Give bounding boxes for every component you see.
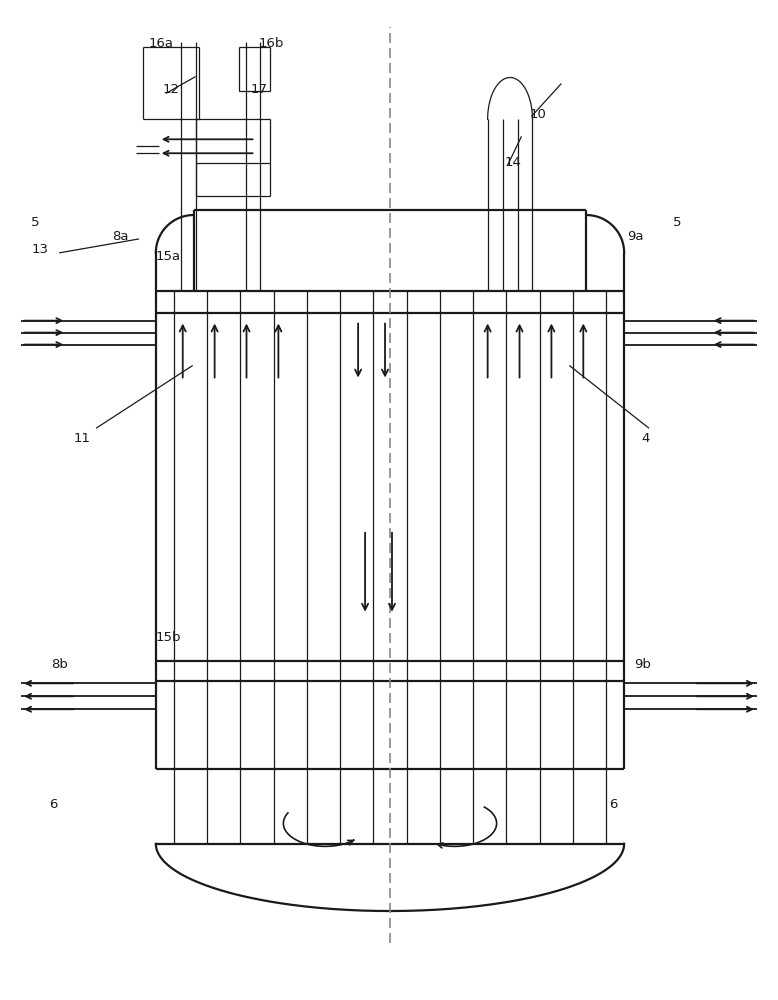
Text: 11: 11 bbox=[73, 432, 90, 445]
Text: 5: 5 bbox=[31, 216, 40, 229]
Text: 4: 4 bbox=[641, 432, 650, 445]
Text: 16a: 16a bbox=[149, 37, 173, 50]
Text: 6: 6 bbox=[609, 798, 617, 811]
Text: 9a: 9a bbox=[627, 230, 643, 243]
Text: 14: 14 bbox=[505, 156, 521, 169]
Text: 8b: 8b bbox=[51, 658, 68, 671]
Text: 12: 12 bbox=[163, 83, 180, 96]
Text: 16b: 16b bbox=[258, 37, 284, 50]
Text: 6: 6 bbox=[49, 798, 58, 811]
Text: 15a: 15a bbox=[156, 250, 181, 263]
Text: 9b: 9b bbox=[634, 658, 651, 671]
Text: 15b: 15b bbox=[156, 631, 181, 644]
Text: 10: 10 bbox=[530, 108, 546, 121]
Text: 5: 5 bbox=[672, 216, 681, 229]
Text: 8a: 8a bbox=[113, 230, 129, 243]
Text: 13: 13 bbox=[31, 243, 48, 256]
Text: 17: 17 bbox=[251, 83, 268, 96]
